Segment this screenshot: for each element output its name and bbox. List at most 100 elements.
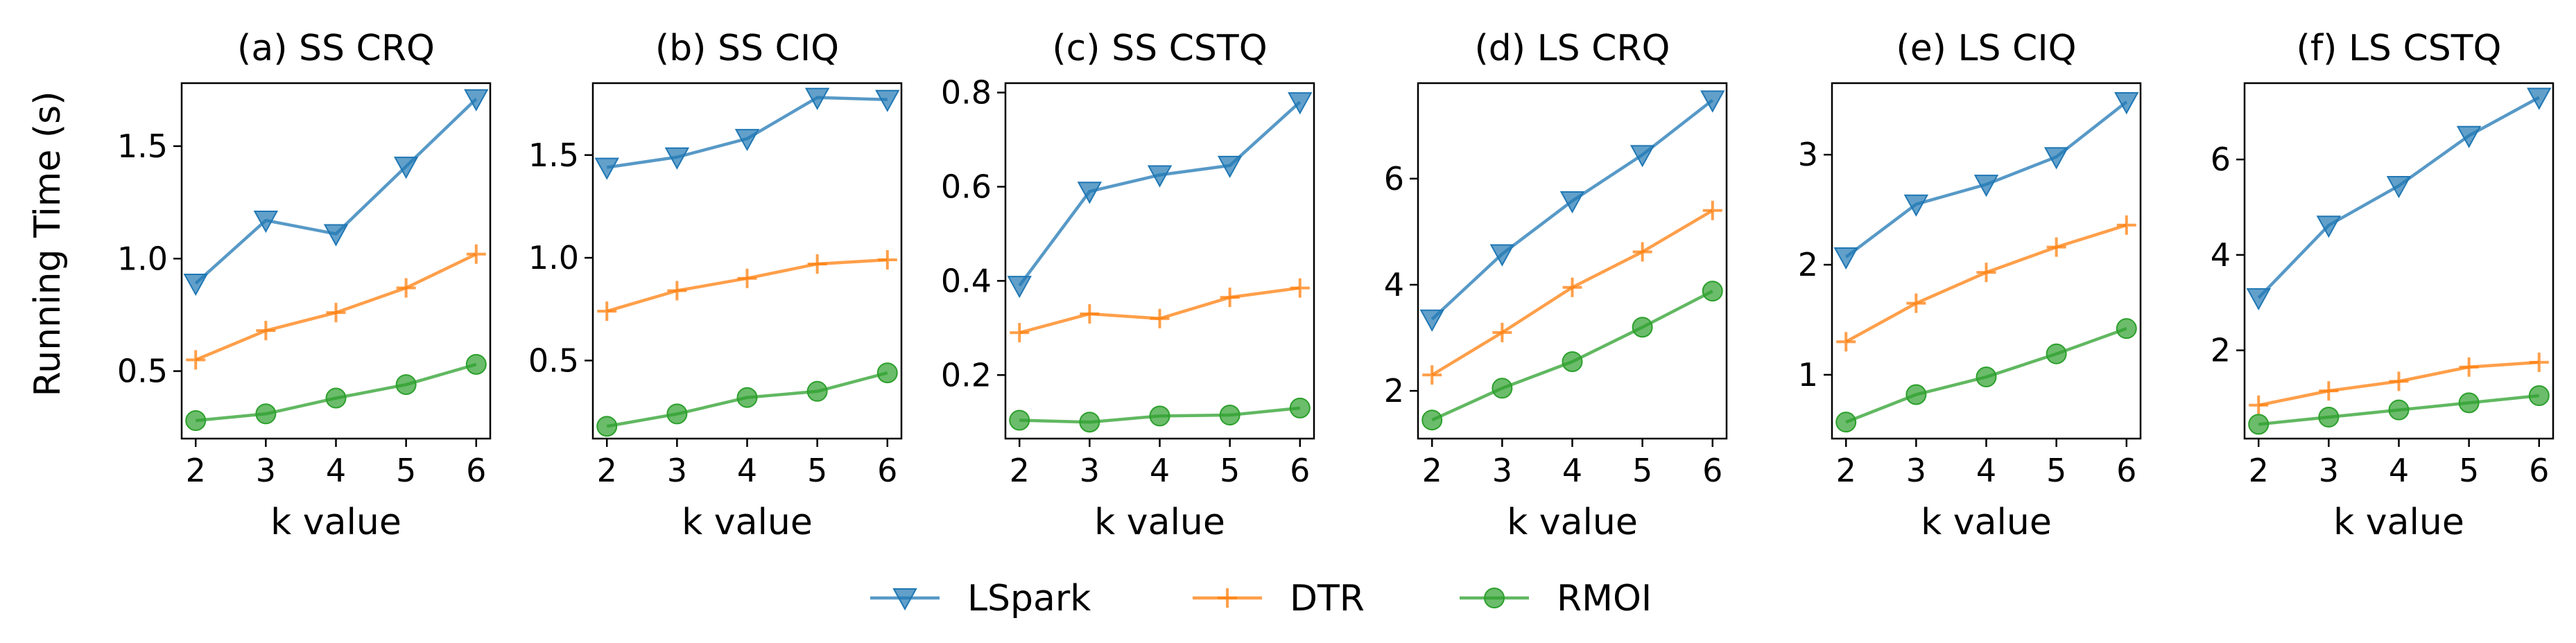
x-tick-label: 2: [597, 452, 617, 489]
data-point-lspark: [1700, 90, 1725, 113]
data-point-lspark: [2456, 125, 2482, 148]
data-point-dtr: [1010, 323, 1030, 343]
series-line-lspark: [1018, 100, 1302, 287]
data-point-lspark: [253, 211, 279, 234]
x-axis-label: k value: [1507, 502, 1638, 543]
x-tick-label: 5: [1632, 452, 1652, 489]
data-point-rmoi: [185, 410, 207, 432]
y-tick-label: 1.0: [528, 239, 579, 276]
legend-item-dtr: DTR: [1193, 578, 1365, 619]
x-tick-label: 4: [737, 452, 757, 489]
data-point-rmoi: [1009, 409, 1030, 431]
series-dtr: [597, 250, 897, 322]
data-point-rmoi: [2318, 407, 2340, 428]
panel-title: (e) LS CIQ: [1896, 28, 2076, 69]
data-point-lspark: [1489, 244, 1515, 267]
x-tick-label: 6: [466, 452, 486, 489]
data-point-dtr: [667, 281, 687, 301]
data-point-rmoi: [255, 403, 277, 425]
data-point-dtr: [1492, 322, 1512, 342]
data-point-rmoi: [2458, 392, 2480, 414]
legend: LSpark DTR RMOI: [870, 578, 1652, 619]
data-point-dtr: [737, 268, 757, 288]
data-point-rmoi: [2388, 399, 2410, 421]
y-tick-label: 1: [1798, 356, 1818, 394]
panel-5: (e) LS CIQ 2 3 4 5 6 k value 1 2 3: [1798, 28, 2142, 543]
x-tick-label: 6: [877, 452, 897, 489]
panel-title: (d) LS CRQ: [1475, 28, 1670, 69]
x-tick-label: 6: [1290, 452, 1310, 489]
data-point-dtr: [1906, 293, 1926, 313]
x-tick-label: 3: [667, 452, 687, 489]
series-lspark: [183, 89, 489, 297]
series-rmoi: [2248, 385, 2550, 435]
data-point-dtr: [2249, 395, 2269, 415]
data-point-dtr: [1836, 332, 1856, 352]
x-tick-label: 4: [2389, 452, 2409, 489]
x-tick-label: 6: [2529, 452, 2549, 489]
data-point-rmoi: [1219, 405, 1241, 426]
panel-2: (b) SS CIQ 2 3 4 5 6 k value 0.5 1.0 1.5: [528, 28, 903, 543]
data-point-dtr: [2319, 381, 2339, 401]
data-point-dtr: [1290, 278, 1310, 298]
data-point-rmoi: [596, 416, 618, 437]
data-point-lspark: [594, 157, 619, 180]
data-point-lspark: [1147, 165, 1173, 188]
x-tick-label: 2: [2249, 452, 2269, 489]
data-point-dtr: [1976, 263, 1996, 283]
data-point-dtr: [1562, 277, 1582, 297]
data-point-lspark: [2043, 147, 2069, 170]
x-tick-label: 2: [1010, 452, 1030, 489]
data-point-dtr: [396, 278, 416, 298]
y-tick-label: 4: [2211, 236, 2231, 274]
data-point-dtr: [466, 244, 486, 264]
x-tick-label: 5: [807, 452, 827, 489]
series-line-lspark: [194, 98, 478, 285]
panel-3: (c) SS CSTQ 2 3 4 5 6 k value 0.2 0.4 0.6 0.8: [941, 28, 1315, 543]
series-rmoi: [185, 353, 487, 432]
data-point-dtr: [2529, 352, 2549, 372]
data-point-dtr: [1080, 303, 1100, 324]
data-point-dtr: [186, 350, 206, 370]
y-tick-label: 6: [1384, 160, 1404, 197]
data-point-rmoi: [1421, 409, 1443, 431]
data-point-rmoi: [1492, 378, 1513, 399]
data-point-lspark: [1288, 92, 1313, 115]
x-axis-label: k value: [1094, 502, 1225, 543]
x-tick-label: 2: [1422, 452, 1442, 489]
data-point-lspark: [664, 147, 690, 170]
series-rmoi: [596, 362, 898, 437]
series-dtr: [1010, 278, 1310, 343]
legend-label: RMOI: [1557, 578, 1652, 619]
panel-title: (f) LS CSTQ: [2297, 28, 2502, 69]
panel-title: (a) SS CRQ: [237, 28, 435, 69]
data-point-lspark: [1630, 145, 1655, 168]
data-point-lspark: [1903, 194, 1929, 217]
y-tick-label: 0.2: [941, 356, 992, 394]
x-axis-label: k value: [682, 502, 813, 543]
series-rmoi: [1421, 281, 1723, 431]
data-point-dtr: [1422, 365, 1442, 385]
y-tick-label: 1.0: [117, 240, 168, 277]
data-point-dtr: [1702, 200, 1722, 220]
y-tick-label: 1.5: [528, 136, 579, 174]
data-point-lspark: [1007, 276, 1032, 299]
data-point-lspark: [1559, 191, 1585, 214]
x-tick-label: 3: [256, 452, 276, 489]
x-tick-label: 4: [1562, 452, 1582, 489]
series-line-dtr: [1845, 223, 2127, 344]
x-axis-label: k value: [1921, 502, 2052, 543]
series-lspark: [1833, 92, 2139, 270]
panel-1: (a) SS CRQ 2 3 4 5 6 k value 0.5 1.0 1.5: [117, 28, 492, 543]
legend-label: DTR: [1290, 578, 1365, 619]
legend-marker: [892, 588, 917, 611]
data-point-rmoi: [1835, 412, 1857, 433]
y-tick-label: 2: [2211, 332, 2231, 369]
x-tick-label: 5: [1220, 452, 1240, 489]
y-tick-label: 0.4: [941, 262, 992, 299]
data-point-dtr: [1150, 308, 1170, 328]
data-point-rmoi: [1976, 367, 1997, 388]
series-lspark: [1419, 90, 1725, 332]
data-point-rmoi: [806, 380, 828, 402]
